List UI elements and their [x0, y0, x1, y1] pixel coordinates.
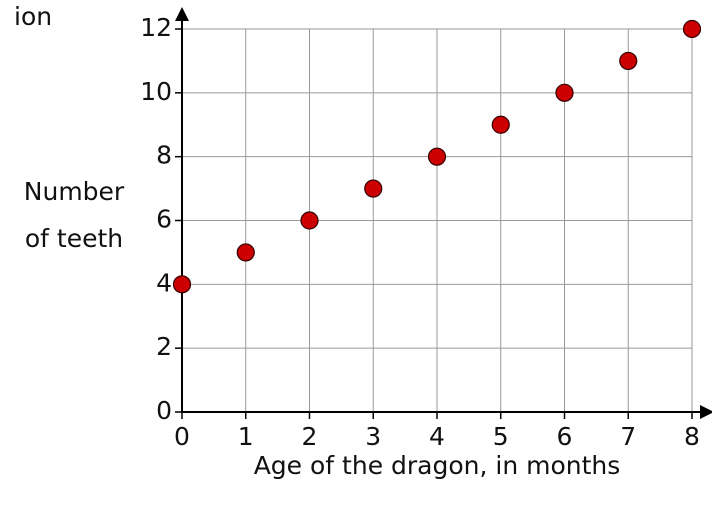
y-tick-label: 6	[156, 205, 172, 234]
annotation: ion	[14, 2, 52, 31]
point	[236, 243, 255, 262]
point	[491, 115, 510, 134]
y-tick-label: 2	[156, 332, 172, 361]
point	[427, 147, 447, 166]
y-axis-label: Number	[24, 177, 125, 206]
x-tick-label: 5	[493, 422, 509, 451]
point	[555, 83, 574, 102]
point	[364, 179, 383, 198]
point	[172, 275, 192, 294]
y-tick-label: 4	[156, 268, 172, 297]
x-tick-label: 4	[429, 422, 445, 451]
x-tick-label: 0	[174, 422, 190, 451]
x-axis-label: Age of the dragon, in months	[254, 451, 621, 480]
x-tick-label: 2	[302, 422, 318, 451]
y-tick-label: 10	[140, 77, 172, 106]
y-axis-label: of teeth	[25, 224, 123, 253]
x-tick-label: 3	[365, 422, 381, 451]
y-tick-label: 8	[156, 141, 172, 170]
x-tick-label: 6	[557, 422, 573, 451]
point	[619, 51, 638, 71]
point	[300, 211, 319, 230]
y-tick-label: 12	[140, 13, 172, 42]
x-tick-label: 7	[620, 422, 636, 451]
x-tick-label: 1	[238, 422, 254, 451]
point	[682, 19, 702, 39]
y-axis-arrow	[175, 7, 189, 21]
x-axis-arrow	[700, 405, 712, 419]
y-tick-label: 0	[156, 396, 172, 425]
x-tick-label: 8	[684, 422, 700, 451]
